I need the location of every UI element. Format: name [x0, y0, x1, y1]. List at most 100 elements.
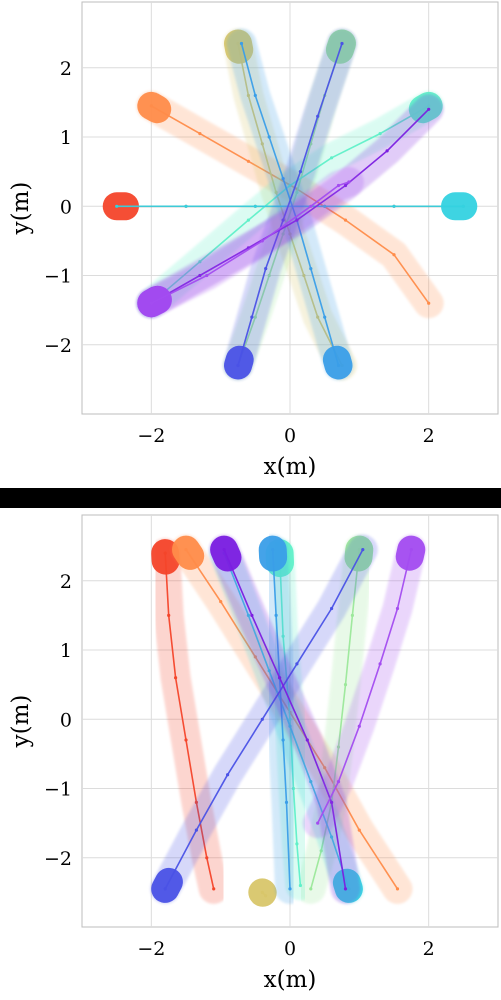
top-point-5-0 [461, 204, 465, 208]
top-point-1-0 [149, 104, 153, 108]
top-point-9-1 [205, 273, 209, 278]
bottom-point-0-3 [184, 738, 188, 742]
top-point-7-1 [250, 315, 254, 319]
top-point-5-1 [392, 204, 396, 208]
top-yticks: 2 1 0 −1 −2 [44, 58, 72, 357]
top-xtick-label-0: −2 [137, 425, 165, 447]
bottom-chart: −2 0 2 2 1 0 −1 −2 x(m) y(m) [8, 514, 499, 993]
bottom-point-0-6 [212, 887, 216, 891]
bottom-point-6-5 [288, 887, 292, 891]
top-ytick-label-3: −1 [44, 266, 72, 288]
bottom-ylabel: y(m) [8, 695, 34, 749]
top-point-9-4 [336, 183, 341, 188]
top-ytick-label-0: 2 [60, 58, 72, 80]
bottom-trajectories [150, 534, 427, 911]
bottom-point-1-1 [219, 600, 223, 604]
top-point-1-1 [198, 132, 202, 136]
panel-divider [0, 488, 501, 508]
bottom-point-9-2 [378, 662, 382, 666]
top-point-1-5 [392, 253, 396, 257]
bottom-point-7-3 [260, 717, 264, 721]
bottom-point-0-5 [205, 856, 209, 860]
top-point-9-2 [260, 239, 264, 243]
top-chart: −2 0 2 2 1 0 −1 −2 x(m) y(m) [8, 1, 499, 480]
bottom-point-9-0 [409, 548, 413, 552]
bottom-ytick-label-0: 2 [60, 571, 72, 593]
bottom-point-7-6 [361, 548, 365, 552]
top-xtick-label-1: 0 [284, 425, 296, 447]
bottom-ytick-label-1: 1 [60, 640, 72, 662]
bottom-ytick-label-3: −1 [44, 779, 72, 801]
bottom-point-9-4 [336, 780, 341, 784]
bottom-point-0-1 [167, 613, 171, 618]
top-ytick-label-1: 1 [60, 127, 72, 149]
bottom-point-7-4 [295, 662, 299, 666]
bottom-point-2-0 [260, 890, 264, 895]
bottom-point-8-1 [250, 613, 254, 618]
bottom-xticks: −2 0 2 [137, 938, 434, 960]
top-point-6-7 [239, 41, 244, 46]
bottom-point-3-2 [343, 683, 348, 687]
top-point-8-6 [427, 107, 431, 111]
bottom-point-8-0 [222, 548, 226, 552]
top-point-6-0 [336, 363, 341, 368]
top-trajectory-line-9 [150, 181, 350, 304]
bottom-point-6-1 [274, 613, 278, 618]
bottom-point-9-3 [357, 724, 361, 728]
bottom-point-1-0 [184, 548, 188, 552]
top-point-1-6 [427, 301, 431, 305]
bottom-point-3-1 [350, 613, 354, 618]
top-point-1-2 [246, 159, 250, 163]
bottom-point-6-4 [284, 800, 289, 805]
top-xticks: −2 0 2 [137, 425, 434, 447]
top-xlabel: x(m) [264, 454, 317, 480]
bottom-yticks: 2 1 0 −1 −2 [44, 571, 72, 870]
top-point-6-6 [253, 93, 257, 98]
bottom-point-0-0 [163, 551, 167, 555]
bottom-point-9-1 [395, 606, 400, 611]
bottom-point-0-2 [174, 676, 178, 680]
bottom-point-6-0 [271, 548, 275, 552]
top-point-6-5 [267, 135, 271, 139]
bottom-trajectory-line-9 [316, 549, 413, 824]
top-point-8-5 [385, 149, 389, 153]
top-point-5-5 [115, 204, 119, 208]
top-point-4-2 [330, 156, 334, 160]
top-xtick-label-2: 2 [423, 425, 435, 447]
bottom-ytick-label-2: 0 [60, 709, 72, 731]
top-point-6-2 [309, 267, 313, 271]
top-ylabel: y(m) [8, 182, 34, 236]
bottom-point-1-6 [395, 887, 400, 891]
bottom-xtick-label-2: 2 [423, 938, 435, 960]
bottom-point-7-0 [163, 887, 167, 891]
bottom-point-2-1 [264, 894, 268, 898]
bottom-ytick-label-4: −2 [44, 848, 72, 870]
bottom-point-6-3 [281, 738, 285, 742]
bottom-point-8-2 [278, 676, 282, 680]
top-point-9-3 [309, 204, 313, 208]
top-ytick-label-4: −2 [44, 335, 72, 357]
top-point-6-1 [323, 315, 327, 319]
top-point-7-5 [316, 114, 320, 118]
bottom-xlabel: x(m) [264, 967, 317, 993]
top-point-9-0 [149, 301, 153, 305]
top-point-7-0 [236, 363, 240, 368]
top-point-4-1 [378, 132, 382, 136]
top-trajectories [101, 28, 479, 381]
bottom-xtick-label-0: −2 [137, 938, 165, 960]
bottom-point-8-5 [343, 887, 348, 891]
bottom-point-7-1 [194, 828, 198, 832]
top-point-7-4 [298, 170, 302, 174]
top-point-7-6 [340, 41, 344, 46]
top-ytick-label-2: 0 [60, 196, 72, 218]
top-point-5-4 [184, 204, 188, 208]
top-point-5-3 [253, 204, 257, 208]
bottom-point-7-2 [226, 773, 230, 777]
bottom-point-8-3 [305, 738, 309, 742]
top-point-7-2 [264, 267, 268, 271]
bottom-xtick-label-1: 0 [284, 938, 296, 960]
bottom-point-1-5 [357, 828, 361, 832]
top-point-9-5 [347, 180, 351, 184]
bottom-point-9-5 [316, 821, 320, 825]
